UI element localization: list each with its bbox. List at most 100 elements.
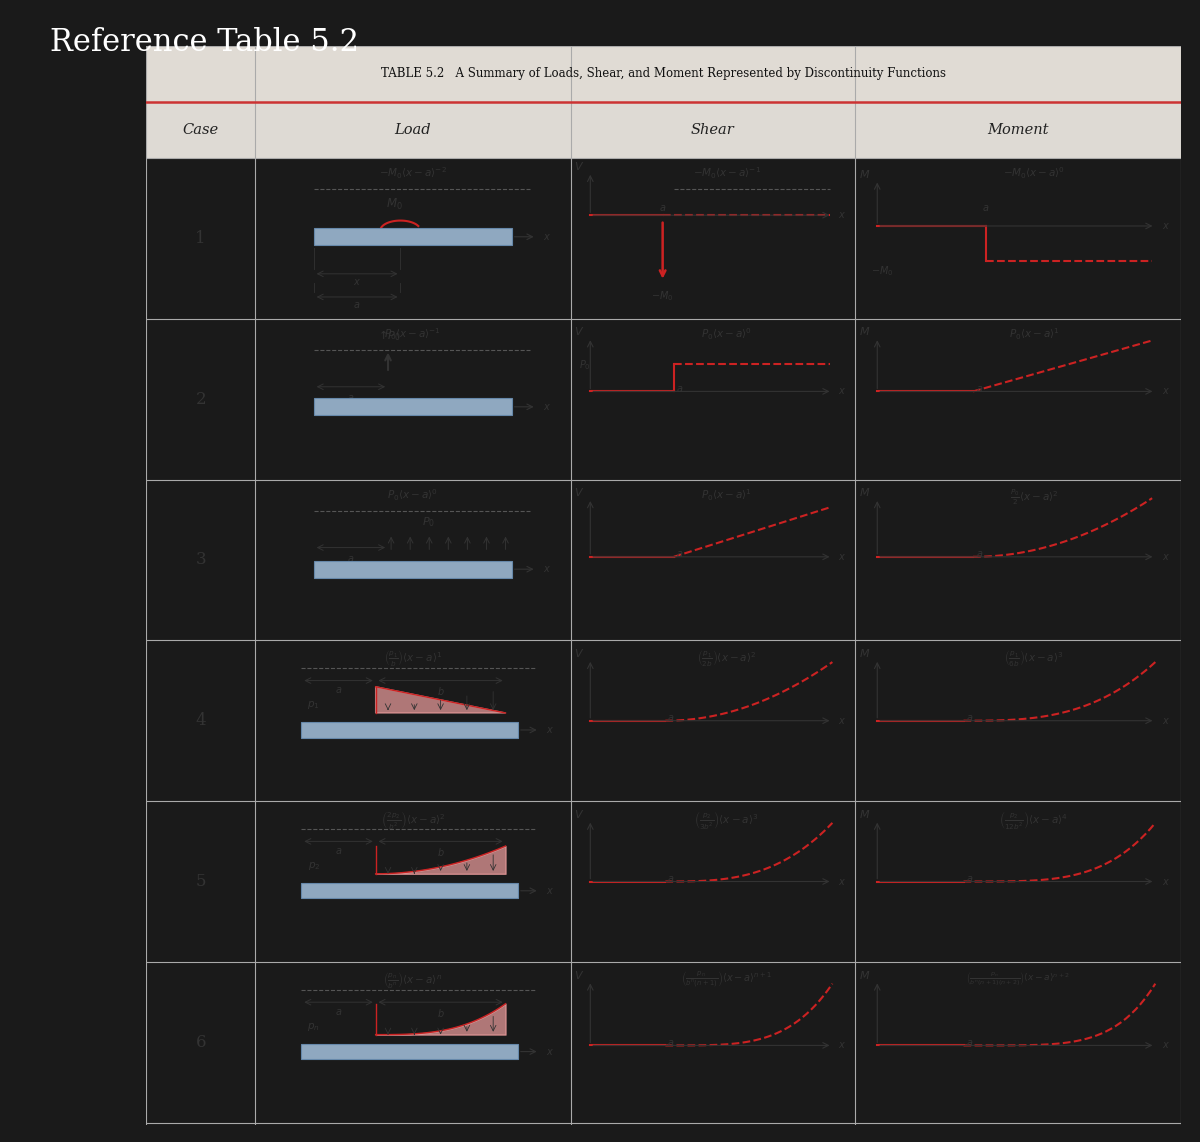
Text: Reference Table 5.2: Reference Table 5.2	[50, 27, 360, 58]
Text: $M_0$: $M_0$	[386, 196, 402, 211]
Text: $V$: $V$	[574, 325, 584, 337]
Text: $a$: $a$	[335, 1007, 342, 1016]
Text: $a$: $a$	[335, 685, 342, 695]
Text: $M$: $M$	[859, 807, 870, 820]
Text: $V$: $V$	[574, 807, 584, 820]
Text: $M$: $M$	[859, 648, 870, 659]
Text: $a$: $a$	[354, 300, 361, 309]
Text: $\left(\frac{2p_2}{b^2}\right)\langle x-a\rangle^{2}$: $\left(\frac{2p_2}{b^2}\right)\langle x-…	[380, 809, 445, 831]
Text: $a$: $a$	[676, 549, 683, 560]
Text: $x$: $x$	[546, 1046, 554, 1056]
Text: $x$: $x$	[838, 552, 846, 562]
Text: $M$: $M$	[859, 168, 870, 179]
Text: $x$: $x$	[838, 877, 846, 886]
Text: $V$: $V$	[574, 648, 584, 659]
Text: $x$: $x$	[838, 210, 846, 220]
Text: $M$: $M$	[859, 325, 870, 337]
Text: $-M_0$: $-M_0$	[871, 265, 893, 279]
Text: $\left(\frac{p_2}{12b^2}\right)\langle x-a\rangle^{4}$: $\left(\frac{p_2}{12b^2}\right)\langle x…	[1000, 809, 1068, 831]
Text: $a$: $a$	[347, 554, 354, 564]
Text: 3: 3	[196, 552, 206, 569]
Text: $\left(\frac{p_n}{b^n(n+1)}\right)\langle x-a\rangle^{n+1}$: $\left(\frac{p_n}{b^n(n+1)}\right)\langl…	[682, 970, 773, 990]
Text: $x$: $x$	[353, 276, 361, 287]
Text: $\left(\frac{p_1}{2b}\right)\langle x-a\rangle^{2}$: $\left(\frac{p_1}{2b}\right)\langle x-a\…	[697, 649, 756, 668]
Text: Shear: Shear	[691, 123, 734, 137]
Text: 4: 4	[196, 713, 206, 730]
Text: $x$: $x$	[546, 886, 554, 895]
FancyBboxPatch shape	[146, 46, 1181, 102]
Text: $x$: $x$	[542, 564, 551, 574]
Text: $p_2$: $p_2$	[307, 860, 320, 872]
Text: $M$: $M$	[859, 486, 870, 498]
Text: $a$: $a$	[667, 874, 674, 884]
Text: $x$: $x$	[1162, 716, 1170, 725]
Text: $x$: $x$	[1162, 877, 1170, 886]
Text: 1: 1	[196, 230, 206, 247]
Text: $P_0\langle x-a\rangle^{1}$: $P_0\langle x-a\rangle^{1}$	[701, 488, 752, 502]
Text: $-M_0\langle x-a\rangle^{0}$: $-M_0\langle x-a\rangle^{0}$	[1003, 166, 1064, 182]
Text: $a$: $a$	[966, 874, 973, 884]
Text: $a$: $a$	[676, 384, 683, 394]
Text: Moment: Moment	[988, 123, 1049, 137]
Text: $x$: $x$	[1162, 386, 1170, 396]
Text: $M$: $M$	[859, 968, 870, 981]
Text: $x$: $x$	[838, 716, 846, 725]
Text: $p_1$: $p_1$	[307, 699, 320, 711]
Text: $-M_0\langle x-a\rangle^{-1}$: $-M_0\langle x-a\rangle^{-1}$	[692, 166, 761, 182]
Text: $P_0\langle x-a\rangle^{0}$: $P_0\langle x-a\rangle^{0}$	[388, 488, 438, 502]
Text: 2: 2	[196, 391, 206, 408]
Text: $P_0$: $P_0$	[421, 515, 434, 529]
Text: $\left(\frac{p_1}{b}\right)\langle x-a\rangle^{1}$: $\left(\frac{p_1}{b}\right)\langle x-a\r…	[384, 649, 442, 668]
Text: $\left(\frac{p_n}{b^n}\right)\langle x-a\rangle^{n}$: $\left(\frac{p_n}{b^n}\right)\langle x-a…	[383, 970, 443, 990]
Text: $x$: $x$	[838, 1040, 846, 1051]
Text: $\left(\frac{p_1}{6b}\right)\langle x-a\rangle^{3}$: $\left(\frac{p_1}{6b}\right)\langle x-a\…	[1004, 649, 1063, 668]
Text: $\left(\frac{p_2}{3b^2}\right)\langle x-a\rangle^{3}$: $\left(\frac{p_2}{3b^2}\right)\langle x-…	[695, 809, 758, 831]
Text: $P_0$: $P_0$	[580, 359, 590, 372]
Text: $a$: $a$	[667, 1038, 674, 1047]
Text: $-M_0$: $-M_0$	[652, 289, 674, 303]
Polygon shape	[376, 686, 505, 713]
Text: $a$: $a$	[966, 713, 973, 723]
Text: 5: 5	[196, 872, 206, 890]
FancyBboxPatch shape	[313, 399, 511, 416]
FancyBboxPatch shape	[301, 883, 518, 899]
Text: $a$: $a$	[335, 846, 342, 856]
Text: TABLE 5.2   A Summary of Loads, Shear, and Moment Represented by Discontinuity F: TABLE 5.2 A Summary of Loads, Shear, and…	[382, 67, 946, 80]
Text: $b$: $b$	[437, 685, 444, 698]
Text: $b$: $b$	[437, 846, 444, 858]
Text: $x$: $x$	[1162, 220, 1170, 231]
Text: $x$: $x$	[1162, 1040, 1170, 1051]
Text: $\frac{P_0}{2}\langle x-a\rangle^{2}$: $\frac{P_0}{2}\langle x-a\rangle^{2}$	[1009, 488, 1058, 507]
Text: $x$: $x$	[1162, 552, 1170, 562]
Text: $P_0\langle x-a\rangle^{-1}$: $P_0\langle x-a\rangle^{-1}$	[384, 327, 442, 343]
Text: $a$: $a$	[667, 713, 674, 723]
Text: $x$: $x$	[546, 725, 554, 735]
Text: $\left(\frac{p_n}{b^n(n+1)(n+2)}\right)\langle x-a\rangle^{n+2}$: $\left(\frac{p_n}{b^n(n+1)(n+2)}\right)\…	[966, 970, 1070, 988]
FancyBboxPatch shape	[146, 102, 1181, 158]
Text: $a$: $a$	[983, 203, 990, 212]
Text: $p_n$: $p_n$	[307, 1021, 320, 1032]
FancyBboxPatch shape	[301, 1044, 518, 1060]
Text: $P_0\langle x-a\rangle^{0}$: $P_0\langle x-a\rangle^{0}$	[701, 327, 752, 343]
FancyBboxPatch shape	[313, 561, 511, 578]
Text: Load: Load	[395, 123, 431, 137]
Text: $b$: $b$	[437, 1007, 444, 1019]
FancyBboxPatch shape	[313, 228, 511, 246]
Text: $a$: $a$	[347, 393, 354, 403]
Text: $a$: $a$	[659, 203, 666, 212]
Text: $V$: $V$	[574, 486, 584, 498]
Text: $\uparrow\! P_0$: $\uparrow\! P_0$	[376, 328, 401, 343]
Text: $V$: $V$	[574, 160, 584, 172]
Text: $x$: $x$	[542, 402, 551, 412]
Text: $x$: $x$	[542, 232, 551, 242]
Text: $a$: $a$	[976, 549, 983, 560]
Text: $V$: $V$	[574, 968, 584, 981]
Text: $x$: $x$	[838, 386, 846, 396]
Text: $a$: $a$	[966, 1038, 973, 1047]
Text: $a$: $a$	[976, 384, 983, 394]
Text: $-M_0\langle x-a\rangle^{-2}$: $-M_0\langle x-a\rangle^{-2}$	[379, 166, 446, 182]
FancyBboxPatch shape	[301, 722, 518, 738]
Text: 6: 6	[196, 1034, 206, 1051]
Text: $P_0\langle x-a\rangle^{1}$: $P_0\langle x-a\rangle^{1}$	[1008, 327, 1060, 343]
Text: Case: Case	[182, 123, 218, 137]
